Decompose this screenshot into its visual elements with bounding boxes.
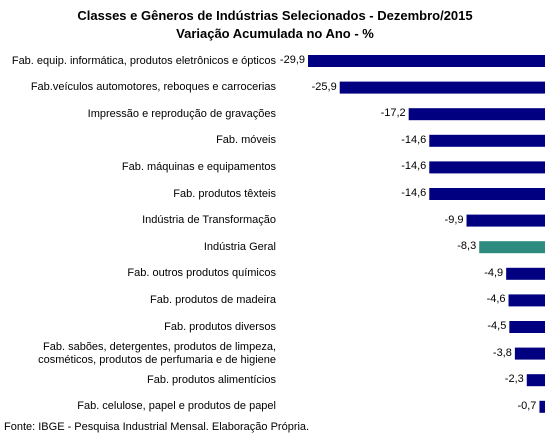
category-label: Fab.veículos automotores, reboques e car…	[30, 81, 276, 94]
bar	[466, 214, 545, 227]
bar	[479, 241, 545, 254]
value-label: -14,6	[401, 133, 427, 146]
category-label: Indústria de Transformação	[142, 214, 276, 227]
bar	[308, 55, 545, 67]
category-label: Indústria Geral	[203, 240, 276, 253]
category-label: Fab. máquinas e equipamentos	[121, 160, 276, 173]
value-label: -17,2	[380, 107, 406, 120]
value-label: -9,9	[444, 213, 464, 226]
chart-subtitle: Variação Acumulada no Ano - %	[176, 26, 374, 41]
category-label: Fab. produtos diversos	[164, 320, 276, 333]
category-label: Fab. outros produtos químicos	[127, 267, 276, 280]
bar	[339, 81, 545, 94]
bar	[539, 400, 545, 413]
bar	[526, 374, 545, 387]
category-label: Fab. sabões, detergentes, produtos de li…	[38, 340, 276, 366]
value-label: -14,6	[401, 187, 427, 199]
value-label: -14,6	[401, 160, 427, 173]
value-label: -8,3	[457, 240, 477, 253]
bar	[514, 347, 545, 360]
source-note: Fonte: IBGE - Pesquisa Industrial Mensal…	[4, 421, 310, 433]
category-label: Fab. móveis	[216, 134, 276, 147]
chart-title: Classes e Gêneros de Indústrias Selecion…	[77, 8, 473, 23]
category-label: Fab. produtos alimentícios	[146, 373, 276, 386]
bar	[429, 188, 545, 200]
value-label: -2,3	[504, 373, 524, 386]
category-label: Fab. equip. informática, produtos eletrô…	[11, 54, 276, 67]
category-label: Fab. produtos têxteis	[173, 187, 276, 200]
bar	[429, 134, 545, 147]
value-label: -4,9	[484, 266, 504, 279]
bar	[429, 161, 545, 174]
bar	[408, 108, 545, 121]
category-label: Fab. celulose, papel e produtos de papel	[77, 400, 276, 413]
value-label: -4,6	[486, 293, 506, 306]
value-label: -0,7	[517, 399, 537, 412]
value-label: -25,9	[311, 80, 337, 93]
bar	[508, 294, 545, 307]
category-label: Fab. produtos de madeira	[150, 293, 276, 306]
bar	[506, 267, 545, 280]
bar	[509, 321, 545, 333]
category-label: Impressão e reprodução de gravações	[87, 107, 276, 120]
value-label: -29,9	[279, 54, 305, 66]
value-label: -4,5	[487, 320, 507, 332]
value-label: -3,8	[492, 346, 512, 359]
